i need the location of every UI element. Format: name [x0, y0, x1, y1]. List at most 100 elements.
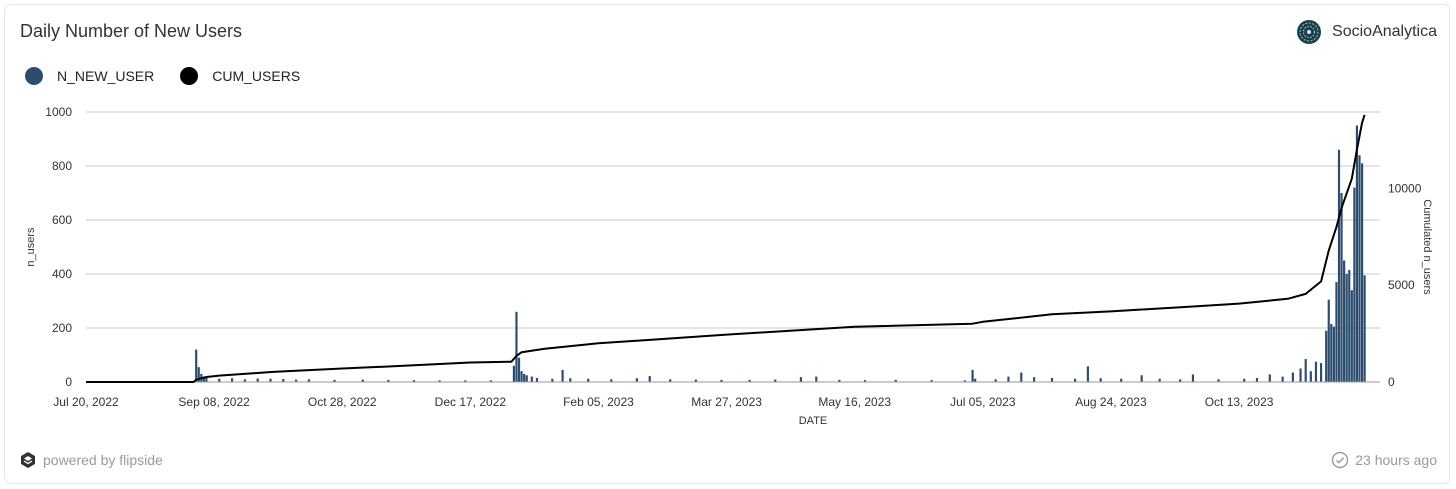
bar-n-new-user	[1050, 377, 1054, 382]
legend-label-cum-users: CUM_USERS	[212, 68, 301, 84]
bar-n-new-user	[587, 378, 590, 382]
bar-n-new-user	[1350, 290, 1353, 382]
bar-n-new-user	[720, 379, 723, 382]
bar-n-new-user	[569, 378, 572, 382]
socioanalytica-logo-icon	[1297, 20, 1322, 44]
bar-n-new-user	[1360, 163, 1364, 382]
chart-legend: N_NEW_USER CUM_USERS	[25, 67, 300, 85]
bar-n-new-user	[1325, 330, 1328, 382]
bar-n-new-user	[815, 376, 818, 382]
flipside-logo-icon	[21, 452, 35, 468]
bar-n-new-user	[530, 376, 533, 382]
bar-n-new-user	[1086, 366, 1089, 382]
x-tick-label: Dec 17, 2022	[435, 395, 507, 409]
bar-n-new-user	[295, 379, 298, 382]
bar-n-new-user	[1343, 260, 1346, 382]
bar-n-new-user	[838, 379, 841, 382]
legend-item-cum-users[interactable]: CUM_USERS	[180, 67, 300, 85]
bar-n-new-user	[974, 378, 977, 382]
bar-n-new-user	[971, 369, 974, 382]
bar-n-new-user	[517, 357, 521, 382]
bar-n-new-user	[512, 365, 516, 382]
x-tick-label: Aug 24, 2023	[1075, 395, 1147, 409]
bar-n-new-user	[551, 378, 554, 382]
bar-n-new-user	[635, 378, 638, 382]
bar-n-new-user	[1327, 299, 1330, 382]
bar-n-new-user	[1363, 275, 1366, 382]
bar-n-new-user	[1191, 374, 1195, 382]
bar-n-new-user	[1299, 368, 1302, 382]
y2-axis-label: Cumulated n_users	[1421, 199, 1433, 295]
bar-n-new-user	[202, 376, 205, 382]
bar-n-new-user	[218, 378, 221, 382]
powered-by-label: powered by flipside	[43, 452, 163, 468]
x-tick-label: May 16, 2023	[818, 395, 891, 409]
x-tick-label: Jul 20, 2022	[53, 395, 119, 409]
bar-n-new-user	[361, 379, 364, 382]
bar-n-new-user	[930, 380, 933, 382]
bar-n-new-user	[1243, 378, 1246, 382]
last-updated: 23 hours ago	[1331, 451, 1437, 469]
y2-tick-label: 5000	[1388, 278, 1415, 292]
chart-card: Daily Number of New Users SocioAnalytica…	[4, 4, 1450, 484]
bar-n-new-user	[1032, 377, 1036, 382]
powered-by-link[interactable]: powered by flipside	[19, 451, 163, 469]
y-tick-label: 1000	[45, 105, 72, 119]
bar-n-new-user	[1179, 379, 1182, 382]
bar-n-new-user	[1291, 372, 1294, 382]
x-tick-label: Oct 28, 2022	[308, 395, 377, 409]
bar-n-new-user	[256, 378, 259, 382]
bar-n-new-user	[1335, 282, 1338, 382]
legend-swatch-cum-users	[180, 67, 199, 85]
bar-n-new-user	[535, 377, 539, 382]
bar-n-new-user	[412, 380, 416, 382]
legend-swatch-n-new-user	[25, 67, 43, 85]
bar-n-new-user	[387, 379, 390, 382]
bar-n-new-user	[1330, 323, 1333, 382]
bar-n-new-user	[307, 379, 311, 382]
bar-n-new-user	[774, 379, 777, 382]
bar-n-new-user	[205, 377, 208, 382]
bar-n-new-user	[515, 311, 518, 382]
bar-n-new-user	[1020, 372, 1023, 382]
brand[interactable]: SocioAnalytica	[1296, 19, 1437, 45]
bar-n-new-user	[863, 380, 867, 382]
x-tick-label: Sep 08, 2022	[178, 395, 250, 409]
bar-n-new-user	[1099, 378, 1102, 382]
bar-n-new-user	[489, 380, 492, 382]
bar-n-new-user	[1314, 361, 1318, 382]
bar-n-new-user	[669, 379, 672, 382]
y-tick-label: 800	[52, 159, 72, 173]
bar-n-new-user	[694, 379, 697, 382]
line-cum-users	[86, 114, 1366, 383]
bar-n-new-user	[1319, 363, 1323, 382]
y-tick-label: 600	[52, 213, 72, 227]
last-updated-text: 23 hours ago	[1355, 452, 1437, 468]
bar-n-new-user	[1332, 326, 1335, 382]
legend-item-n-new-user[interactable]: N_NEW_USER	[25, 67, 154, 85]
bar-n-new-user	[648, 376, 651, 382]
bar-n-new-user	[438, 380, 441, 382]
bar-n-new-user	[963, 380, 966, 382]
bar-n-new-user	[1007, 376, 1010, 382]
y-axis-label: n_users	[25, 227, 37, 267]
bar-n-new-user	[1281, 376, 1284, 382]
bar-n-new-user	[1268, 374, 1271, 382]
bar-n-new-user	[1348, 269, 1351, 382]
bar-n-new-user	[1309, 371, 1312, 382]
bar-n-new-user	[994, 379, 997, 382]
bar-n-new-user	[523, 373, 526, 382]
bar-n-new-user	[1217, 379, 1220, 382]
bar-n-new-user	[748, 379, 751, 382]
bar-n-new-user	[282, 379, 285, 382]
x-tick-label: Feb 05, 2023	[563, 395, 634, 409]
bar-n-new-user	[1353, 187, 1356, 382]
bar-n-new-user	[333, 379, 336, 382]
brand-name: SocioAnalytica	[1332, 23, 1437, 40]
bar-n-new-user	[561, 369, 564, 382]
x-tick-label: Oct 13, 2023	[1205, 395, 1274, 409]
bar-n-new-user	[1073, 378, 1077, 382]
bar-n-new-user	[269, 378, 272, 382]
bar-n-new-user	[894, 379, 897, 382]
